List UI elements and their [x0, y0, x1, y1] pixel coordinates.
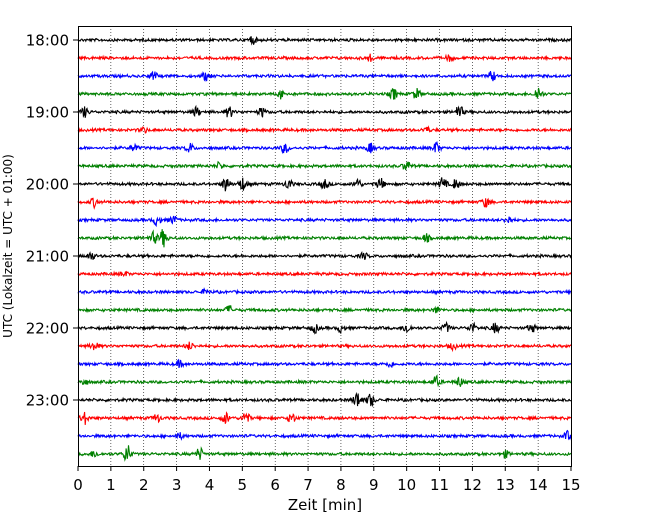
- trace-line-2045: [77, 229, 572, 248]
- y-tick-label: 23:00: [26, 392, 69, 410]
- x-tick-label: 7: [303, 476, 313, 494]
- x-tick-label: 0: [73, 476, 83, 494]
- trace-line-2145: [77, 305, 572, 314]
- x-tick-label: 3: [172, 476, 182, 494]
- x-axis-ticks: 0 1 2 3 4 5 6 7 8 9 10 11 12 13 14 15: [73, 466, 581, 494]
- y-tick-label: 18:00: [26, 32, 69, 50]
- trace-line-2230: [77, 358, 572, 369]
- trace-line-2000: [77, 177, 572, 192]
- y-axis-label: UTC (Lokalzeit = UTC + 01:00): [1, 154, 15, 338]
- x-tick-label: 1: [106, 476, 116, 494]
- x-tick-label: 11: [430, 476, 449, 494]
- trace-line-1845: [77, 87, 572, 100]
- trace-line-1900: [77, 104, 572, 119]
- trace-lines: [77, 36, 572, 462]
- trace-line-2345: [77, 445, 572, 462]
- trace-line-2330: [77, 429, 572, 441]
- x-tick-label: 12: [463, 476, 482, 494]
- x-tick-label: 8: [336, 476, 346, 494]
- y-tick-label: 22:00: [26, 320, 69, 338]
- y-tick-label: 21:00: [26, 248, 69, 266]
- x-tick-label: 9: [369, 476, 379, 494]
- y-tick-label: 19:00: [26, 104, 69, 122]
- x-tick-label: 4: [205, 476, 215, 494]
- x-tick-label: 6: [270, 476, 280, 494]
- trace-line-2300: [77, 391, 572, 408]
- trace-line-2215: [77, 341, 572, 353]
- trace-line-1800: [77, 36, 572, 46]
- trace-line-2100: [77, 250, 572, 261]
- vertical-grid: [110, 26, 539, 466]
- x-tick-label: 15: [561, 476, 580, 494]
- trace-line-2015: [77, 197, 572, 210]
- x-tick-label: 13: [496, 476, 515, 494]
- trace-line-1945: [77, 160, 572, 171]
- trace-line-2130: [77, 287, 572, 296]
- x-tick-label: 10: [397, 476, 416, 494]
- trace-line-1815: [77, 53, 572, 63]
- y-axis-ticks: 18:00 19:00 20:00 21:00 22:00 23:00: [26, 32, 78, 410]
- trace-line-1915: [77, 125, 572, 134]
- x-axis-label: Zeit [min]: [288, 496, 362, 514]
- trace-line-2245: [77, 374, 572, 388]
- plot-frame: [78, 26, 572, 467]
- trace-line-2200: [77, 320, 572, 335]
- trace-line-1830: [77, 70, 572, 82]
- trace-line-2115: [77, 270, 572, 278]
- trace-line-1930: [77, 140, 572, 155]
- y-tick-label: 20:00: [26, 176, 69, 194]
- trace-line-2315: [77, 411, 572, 425]
- x-tick-label: 2: [139, 476, 149, 494]
- trace-line-2030: [77, 215, 572, 228]
- x-tick-label: 5: [238, 476, 248, 494]
- x-tick-label: 14: [529, 476, 548, 494]
